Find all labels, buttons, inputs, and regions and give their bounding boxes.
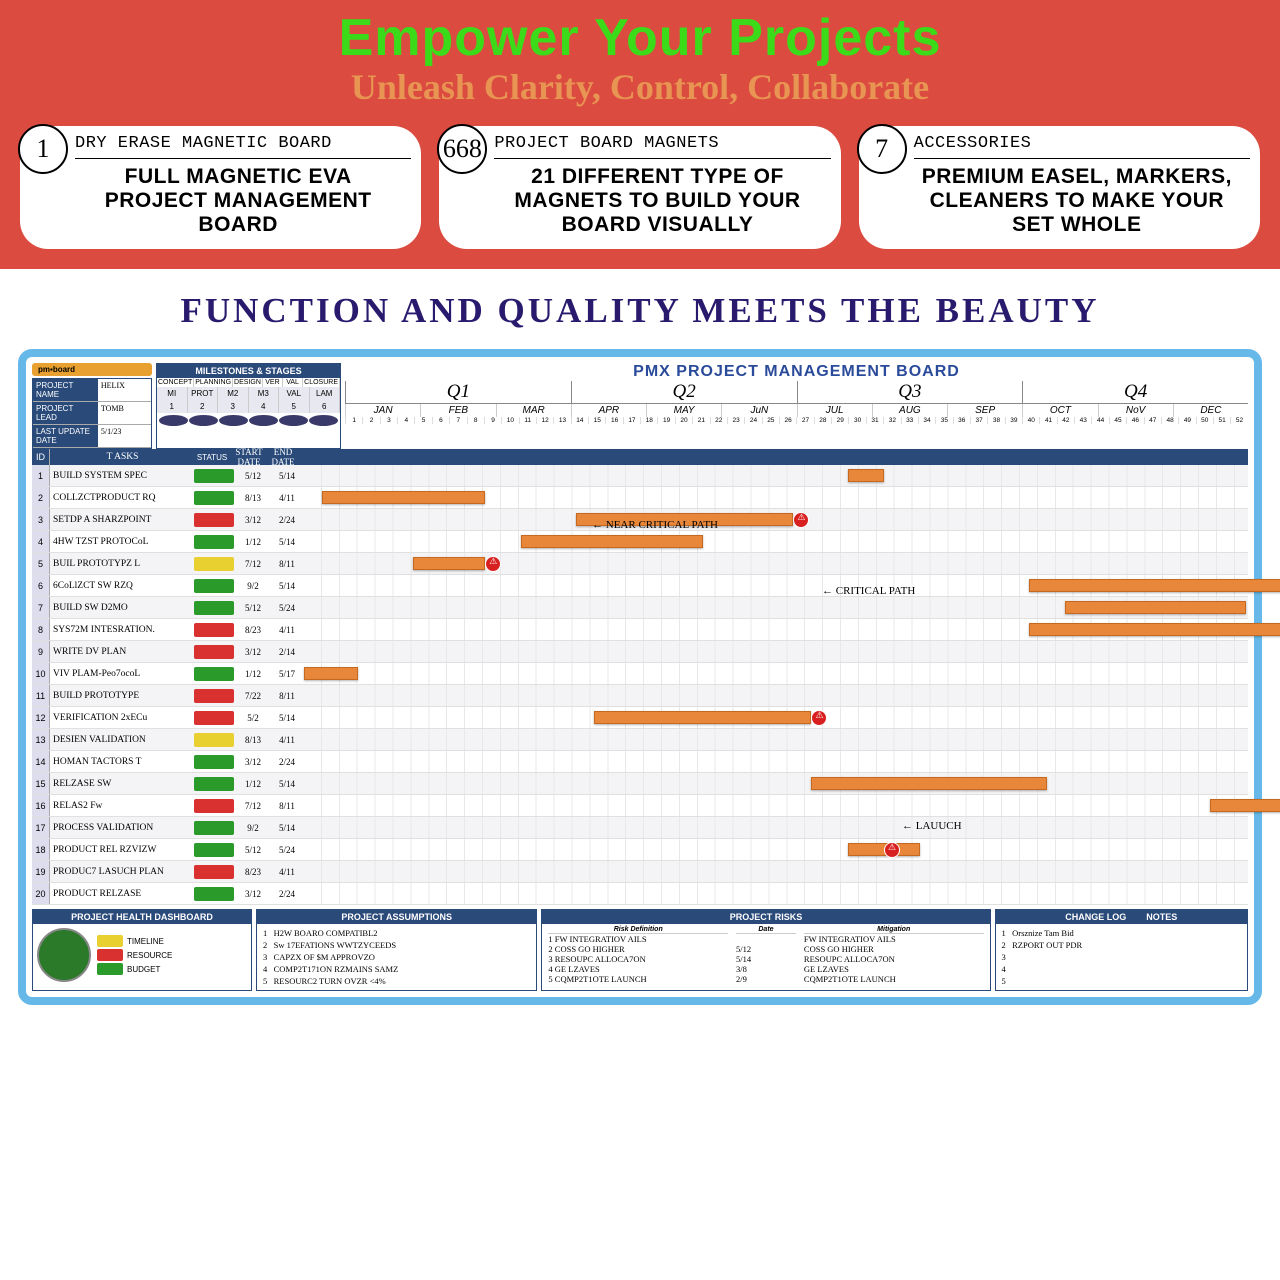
task-row: 6 6CoLlZCT SW RZQ 9/2 5/14 (32, 575, 1248, 597)
task-name: 4HW TZST PROTOCoL (50, 537, 192, 547)
task-row: 3 SETDP A SHARZPOINT 3/12 2/24 (32, 509, 1248, 531)
dashboard-row: PROJECT HEALTH DASHBOARD TIMELINERESOURC… (32, 909, 1248, 991)
task-row: 9 WRITE DV PLAN 3/12 2/14 (32, 641, 1248, 663)
task-name: RELAS2 Fw (50, 801, 192, 811)
status-chip (194, 535, 234, 549)
task-row: 15 RELZASE SW 1/12 5/14 (32, 773, 1248, 795)
task-name: BUILD SW D2MO (50, 603, 192, 613)
task-row: 13 DESIEN VALIDATION 8/13 4/11 (32, 729, 1248, 751)
status-chip (194, 579, 234, 593)
feature-badge: 7 ACCESSORIES PREMIUM EASEL, MARKERS, CL… (859, 126, 1260, 249)
status-chip (194, 557, 234, 571)
task-name: HOMAN TACTORS T (50, 757, 192, 767)
status-chip (194, 469, 234, 483)
task-name: SETDP A SHARZPOINT (50, 515, 192, 525)
task-name: PROCESS VALIDATION (50, 823, 192, 833)
logo: pm▪board (32, 363, 152, 376)
hero-title: Empower Your Projects (20, 8, 1260, 68)
task-name: WRITE DV PLAN (50, 647, 192, 657)
badge-description: PREMIUM EASEL, MARKERS, CLEANERS TO MAKE… (914, 165, 1250, 237)
task-name: PRODUCT RELZASE (50, 889, 192, 899)
section-banner: FUNCTION AND QUALITY MEETS THE BEAUTY (0, 269, 1280, 349)
task-name: PRODUC7 LASUCH PLAN (50, 867, 192, 877)
task-name: DESIEN VALIDATION (50, 735, 192, 745)
badge-number: 668 (437, 124, 487, 174)
task-name: BUIL PROTOTYPZ L (50, 559, 192, 569)
changelog-box: CHANGE LOG NOTES 1 Orsznize Tam Bid2 RZP… (995, 909, 1248, 991)
status-chip (194, 733, 234, 747)
status-chip (194, 821, 234, 835)
badge-number: 1 (18, 124, 68, 174)
column-headers: ID T ASKS STATUS START DATE END DATE (32, 449, 1248, 465)
status-chip (194, 645, 234, 659)
hero-banner: Empower Your Projects Unleash Clarity, C… (0, 0, 1280, 269)
alert-icon (485, 556, 501, 572)
task-name: SYS72M INTESRATION. (50, 625, 192, 635)
feature-badge: 668 PROJECT BOARD MAGNETS 21 DIFFERENT T… (439, 126, 840, 249)
status-chip (194, 491, 234, 505)
badge-title: ACCESSORIES (914, 134, 1250, 159)
task-row: 17 PROCESS VALIDATION 9/2 5/14 (32, 817, 1248, 839)
task-row: 18 PRODUCT REL RZVIZW 5/12 5/24 (32, 839, 1248, 861)
task-row: 2 COLLZCTPRODUCT RQ 8/13 4/11 (32, 487, 1248, 509)
task-row: 16 RELAS2 Fw 7/12 8/11 (32, 795, 1248, 817)
feature-badge: 1 DRY ERASE MAGNETIC BOARD FULL MAGNETIC… (20, 126, 421, 249)
status-chip (194, 887, 234, 901)
badge-number: 7 (857, 124, 907, 174)
status-chip (194, 689, 234, 703)
milestones-box: MILESTONES & STAGES CONCEPTPLANNINGDESIG… (156, 363, 341, 449)
project-info: PROJECT NAMEHELIX PROJECT LEADTOMB LAST … (32, 378, 152, 449)
status-chip (194, 601, 234, 615)
hero-subtitle: Unleash Clarity, Control, Collaborate (20, 66, 1260, 108)
task-row: 14 HOMAN TACTORS T 3/12 2/24 (32, 751, 1248, 773)
task-row: 20 PRODUCT RELZASE 3/12 2/24 (32, 883, 1248, 905)
task-name: VERIFICATION 2xECu (50, 713, 192, 723)
task-row: 7 BUILD SW D2MO 5/12 5/24 (32, 597, 1248, 619)
alert-icon (793, 512, 809, 528)
task-row: 11 BUILD PROTOTYPE 7/22 8/11 (32, 685, 1248, 707)
task-name: BUILD PROTOTYPE (50, 691, 192, 701)
task-row: 8 SYS72M INTESRATION. 8/23 4/11 (32, 619, 1248, 641)
timeline-header: PMX PROJECT MANAGEMENT BOARD Q1Q2Q3Q4 JA… (345, 363, 1248, 449)
badge-description: 21 DIFFERENT TYPE OF MAGNETS TO BUILD YO… (494, 165, 830, 237)
status-chip (194, 777, 234, 791)
health-dashboard: PROJECT HEALTH DASHBOARD TIMELINERESOURC… (32, 909, 252, 991)
gantt-chart: 1 BUILD SYSTEM SPEC 5/12 5/14 2 COLLZCTP… (32, 465, 1248, 905)
task-row: 5 BUIL PROTOTYPZ L 7/12 8/11 (32, 553, 1248, 575)
badge-title: DRY ERASE MAGNETIC BOARD (75, 134, 411, 159)
assumptions-box: PROJECT ASSUMPTIONS 1 H2W BOARO COMPATIB… (256, 909, 537, 991)
overall-status-indicator (37, 928, 91, 982)
status-chip (194, 755, 234, 769)
task-name: PRODUCT REL RZVIZW (50, 845, 192, 855)
badge-title: PROJECT BOARD MAGNETS (494, 134, 830, 159)
alert-icon (811, 710, 827, 726)
status-chip (194, 865, 234, 879)
task-row: 4 4HW TZST PROTOCoL 1/12 5/14 (32, 531, 1248, 553)
task-row: 10 VIV PLAM-Peo7ocoL 1/12 5/17 (32, 663, 1248, 685)
task-name: COLLZCTPRODUCT RQ (50, 493, 192, 503)
badge-description: FULL MAGNETIC EVA PROJECT MANAGEMENT BOA… (75, 165, 411, 237)
status-chip (194, 667, 234, 681)
status-chip (194, 843, 234, 857)
badges-row: 1 DRY ERASE MAGNETIC BOARD FULL MAGNETIC… (20, 126, 1260, 249)
task-name: 6CoLlZCT SW RZQ (50, 581, 192, 591)
task-name: RELZASE SW (50, 779, 192, 789)
task-row: 12 VERIFICATION 2xECu 5/2 5/14 (32, 707, 1248, 729)
task-row: 1 BUILD SYSTEM SPEC 5/12 5/14 (32, 465, 1248, 487)
status-chip (194, 623, 234, 637)
status-chip (194, 711, 234, 725)
task-row: 19 PRODUC7 LASUCH PLAN 8/23 4/11 (32, 861, 1248, 883)
task-name: VIV PLAM-Peo7ocoL (50, 669, 192, 679)
project-board: pm▪board PROJECT NAMEHELIX PROJECT LEADT… (18, 349, 1262, 1005)
task-name: BUILD SYSTEM SPEC (50, 471, 192, 481)
status-chip (194, 513, 234, 527)
risks-box: PROJECT RISKS Risk Definition1 FW INTEGR… (541, 909, 990, 991)
status-chip (194, 799, 234, 813)
